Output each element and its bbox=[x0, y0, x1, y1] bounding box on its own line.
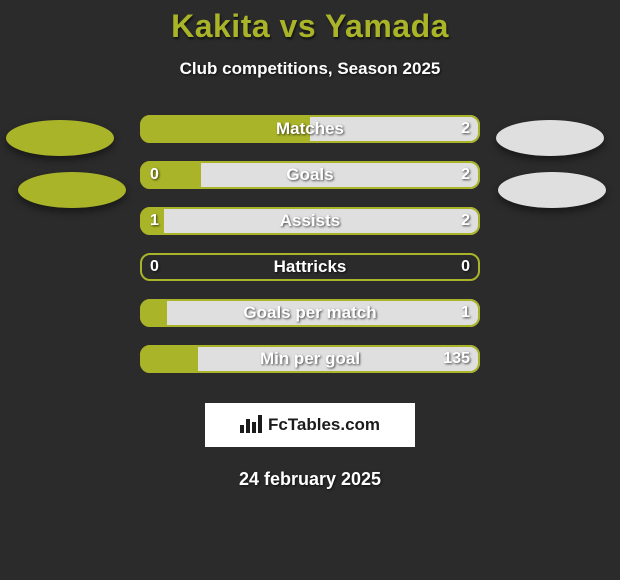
stat-row: Goals per match1 bbox=[0, 299, 620, 345]
stat-row: Matches2 bbox=[0, 115, 620, 161]
bar-left-fill bbox=[140, 115, 310, 143]
stat-row: Goals02 bbox=[0, 161, 620, 207]
bar-right-fill bbox=[310, 115, 480, 143]
stat-bar bbox=[140, 253, 480, 281]
stat-rows: Matches2Goals02Assists12Hattricks00Goals… bbox=[0, 115, 620, 391]
bar-left-fill bbox=[140, 299, 167, 327]
bar-right-fill bbox=[201, 161, 480, 189]
stat-bar bbox=[140, 161, 480, 189]
attribution-text: FcTables.com bbox=[268, 415, 380, 435]
bar-right-fill bbox=[167, 299, 480, 327]
stat-bar bbox=[140, 207, 480, 235]
bar-left-fill bbox=[140, 161, 201, 189]
attribution-badge[interactable]: FcTables.com bbox=[205, 403, 415, 447]
stat-row: Assists12 bbox=[0, 207, 620, 253]
stat-bar bbox=[140, 299, 480, 327]
bar-left-fill bbox=[140, 207, 164, 235]
stat-row: Min per goal135 bbox=[0, 345, 620, 391]
bar-right-fill bbox=[164, 207, 480, 235]
page-title: Kakita vs Yamada bbox=[0, 8, 620, 45]
subtitle: Club competitions, Season 2025 bbox=[0, 59, 620, 79]
stat-row: Hattricks00 bbox=[0, 253, 620, 299]
stat-bar bbox=[140, 345, 480, 373]
bar-right-fill bbox=[198, 345, 480, 373]
bar-left-fill bbox=[140, 345, 198, 373]
date-label: 24 february 2025 bbox=[0, 469, 620, 490]
comparison-infographic: Kakita vs Yamada Club competitions, Seas… bbox=[0, 0, 620, 580]
stat-bar bbox=[140, 115, 480, 143]
bars-icon bbox=[240, 413, 262, 438]
